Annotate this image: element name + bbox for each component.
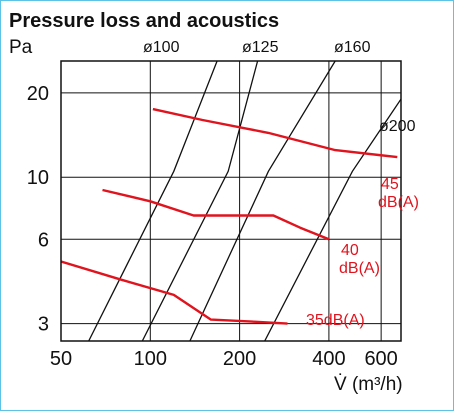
duct-lines — [88, 61, 401, 341]
x-tick-label-50: 50 — [50, 348, 72, 370]
y-tick-label-6: 6 — [38, 229, 49, 251]
y-tick-labels: 3 6 10 20 — [27, 83, 49, 336]
acoustic-label-45-unit: dB(A) — [378, 194, 419, 211]
diameter-label-200: ø200 — [379, 118, 416, 135]
acoustic-label-40-unit: dB(A) — [339, 260, 380, 277]
y-axis-label: Pa — [9, 37, 33, 58]
acoustic-label-40-value: 40 — [341, 242, 359, 259]
diameter-label-100: ø100 — [143, 39, 180, 56]
x-tick-label-200: 200 — [223, 348, 256, 370]
x-tick-label-600: 600 — [364, 348, 397, 370]
plot-frame — [60, 60, 402, 342]
series-line-35dba — [61, 260, 288, 325]
grid — [60, 61, 401, 341]
duct-line-d200 — [264, 98, 401, 341]
acoustic-label-45-value: 45 — [381, 176, 399, 193]
diameter-label-125: ø125 — [242, 39, 279, 56]
acoustic-label-35: 35dB(A) — [306, 312, 365, 329]
x-axis-label: V̇ (m³/h) — [334, 374, 403, 395]
series-line-45dba — [152, 107, 398, 159]
duct-line-d100 — [88, 61, 218, 341]
x-tick-label-400: 400 — [312, 348, 345, 370]
duct-line-d160 — [189, 61, 336, 341]
y-tick-label-3: 3 — [38, 314, 49, 336]
x-tick-label-100: 100 — [134, 348, 167, 370]
duct-line-d125 — [141, 61, 259, 341]
diameter-label-160: ø160 — [334, 39, 371, 56]
acoustic-series — [61, 107, 398, 325]
y-tick-label-20: 20 — [27, 83, 49, 105]
y-tick-label-10: 10 — [27, 167, 49, 189]
x-tick-labels: 50 100 200 400 600 — [50, 348, 398, 370]
chart-title: Pressure loss and acoustics — [9, 10, 279, 32]
series-line-40dba — [102, 188, 330, 241]
